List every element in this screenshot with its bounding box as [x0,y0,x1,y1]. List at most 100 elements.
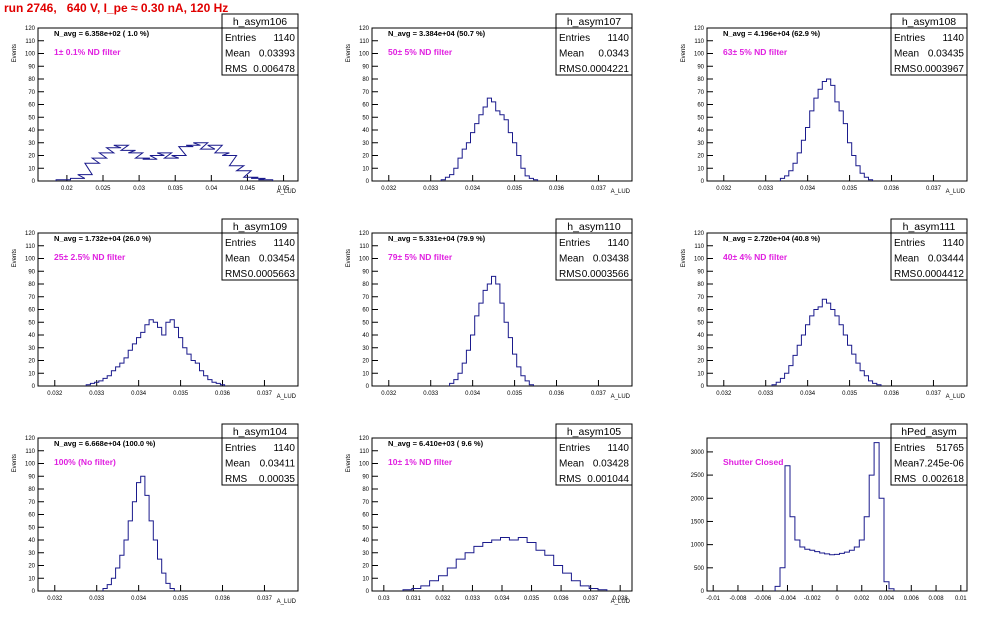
y-tick-label: 40 [28,128,35,134]
x-tick-label: 0.02 [61,186,73,192]
x-tick-label: 0.025 [95,186,111,192]
histogram-bin [806,325,810,386]
x-tick-label: 0.03 [378,596,390,602]
y-tick-label: 120 [359,231,370,237]
histogram-bin [818,307,822,386]
y-tick-label: 110 [25,244,35,250]
histogram-bin [859,540,864,591]
y-tick-label: 80 [28,77,35,83]
histogram-bin [183,348,187,386]
panel-title: N_avg = 6.668e+04 (100.0 %) [54,439,156,448]
y-tick-label: 50 [362,115,369,121]
x-tick-label: 0.035 [524,596,540,602]
stats-rms-value: 0.0003566 [582,269,630,280]
y-tick-label: 30 [697,346,704,352]
filter-note: 40± 4% ND filter [723,252,788,262]
histogram-bin [864,177,868,181]
y-tick-label: 80 [697,77,704,83]
x-axis-label: A_LUD [277,189,297,195]
x-axis-label: A_LUD [946,189,966,195]
stats-rms-value: 0.00035 [259,474,296,485]
y-tick-label: 100 [359,52,370,58]
x-tick-label: 0.033 [758,391,774,397]
histogram-bin [137,338,141,386]
y-axis-label: Events [681,249,687,267]
histogram-bin [99,153,113,181]
y-tick-label: 120 [694,231,705,237]
y-tick-label: 80 [28,282,35,288]
stats-box [890,13,968,76]
stats-mean-label: Mean [559,49,584,60]
y-tick-label: 0 [366,179,370,185]
histogram-bin [153,322,157,386]
panel-title: N_avg = 6.410e+03 ( 9.6 %) [388,439,484,448]
y-tick-label: 70 [362,90,369,96]
histogram-bin [128,350,132,386]
panel-title: N_avg = 2.720e+04 (40.8 %) [723,234,821,243]
histogram-bin [487,98,491,181]
y-tick-label: 1500 [691,519,705,525]
y-tick-label: 40 [362,538,369,544]
histogram-bin [525,176,529,181]
histogram-bin [844,552,849,591]
histogram-bin [111,371,115,386]
y-tick-label: 90 [362,269,369,275]
stats-box [221,423,299,486]
histogram-bin [820,553,825,591]
histogram-bin [500,303,504,386]
histogram-bin [187,354,191,386]
stats-box [221,218,299,281]
x-tick-label: 0.034 [465,186,481,192]
x-tick-label: 0.037 [926,391,942,397]
histogram-bin [818,89,822,181]
y-tick-label: 50 [28,320,35,326]
y-tick-label: 3000 [691,450,705,456]
histogram-bin [810,550,815,591]
histogram-bin [99,381,103,386]
y-axis-label: Events [346,44,352,62]
histogram-bin [827,303,831,386]
histogram-bin [162,573,166,591]
stats-box [555,13,633,76]
stats-rms-value: 0.0005663 [248,269,296,280]
histogram-bin [501,537,510,591]
filter-note: 10± 1% ND filter [388,457,453,467]
histogram-bin [849,550,854,591]
stats-mean-value: -7.245e-06 [916,459,965,470]
histogram-bin [517,367,521,386]
filter-note: 63± 5% ND filter [723,47,788,57]
histogram-bin [797,345,801,386]
histogram-bin [191,361,195,387]
stats-box [555,218,633,281]
x-tick-label: 0.036 [215,596,231,602]
histogram-bin [500,115,504,181]
x-tick-label: 0.033 [758,186,774,192]
x-tick-label: 0.05 [278,186,290,192]
histogram-bin [483,543,492,591]
y-tick-label: 70 [697,90,704,96]
stats-entries-label: Entries [225,443,256,454]
stats-entries-value: 1140 [273,33,295,44]
x-tick-label: -0.002 [804,596,822,602]
histogram-bin [805,549,810,591]
histogram-series [440,97,539,181]
histogram-panel-h_asym109: 0 10 20 30 40 50 60 70 80 90 100 110 120 0.032 0.033 0.… [12,218,299,400]
y-tick-label: 2000 [691,496,705,502]
y-axis-label: Events [681,44,687,62]
stats-entries-label: Entries [894,33,925,44]
stats-rms-value: 0.006478 [253,64,295,75]
histogram-bin [116,367,120,386]
x-tick-label: 0.033 [423,391,439,397]
x-tick-label: 0.036 [554,596,570,602]
histogram-bin [852,354,856,386]
histogram-bin [864,376,868,386]
x-tick-label: 0.032 [47,391,63,397]
stats-box [221,13,299,76]
histogram-bin [860,173,864,181]
y-tick-label: 100 [25,52,36,58]
histogram-bin [466,143,470,181]
stats-box [890,423,968,486]
y-tick-label: 0 [701,384,705,390]
y-tick-label: 90 [28,269,35,275]
x-axis-label: A_LUD [277,394,297,400]
